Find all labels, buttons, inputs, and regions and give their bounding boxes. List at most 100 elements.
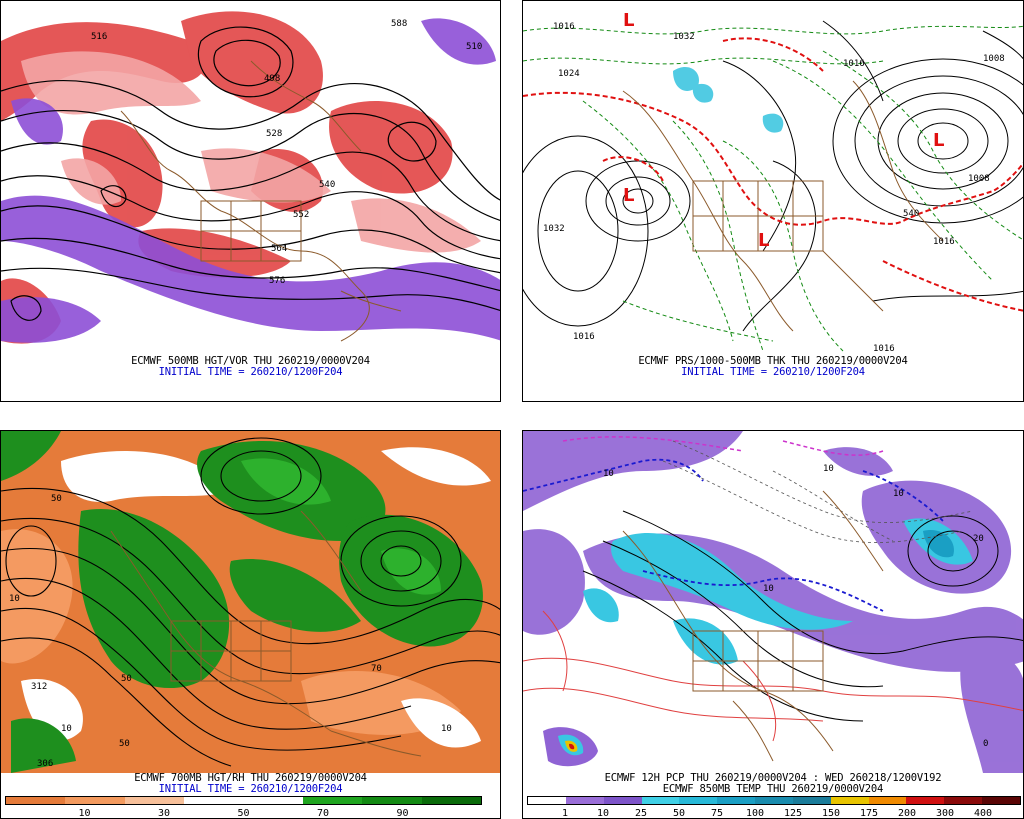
contour-label: 50 <box>51 494 62 504</box>
contour-label: 540 <box>319 180 335 190</box>
caption: ECMWF 700MB HGT/RH THU 260219/0000V204 I… <box>1 773 500 795</box>
colorbar-swatch <box>6 797 66 804</box>
contour-label: 1008 <box>968 174 990 184</box>
contour-label: 50 <box>121 674 132 684</box>
colorbar-label: 300 <box>935 808 955 819</box>
colorbar-swatch <box>868 797 907 804</box>
contour-label: 588 <box>391 19 407 29</box>
colorbar-swatch <box>944 797 983 804</box>
colorbar-label: 10 <box>596 808 610 819</box>
colorbar-swatch <box>362 797 422 804</box>
colorbar-swatch <box>641 797 680 804</box>
colorbar-swatch <box>302 797 363 804</box>
caption: ECMWF 12H PCP THU 260219/0000V204 : WED … <box>523 773 1023 795</box>
colorbar-label: 50 <box>672 808 686 819</box>
caption-initial-time: INITIAL TIME = 260210/1200F204 <box>158 366 343 378</box>
contour-label: 516 <box>91 32 107 42</box>
colorbar-label: 25 <box>634 808 648 819</box>
colorbar-label: 70 <box>316 808 330 819</box>
colorbar-swatch <box>528 797 566 804</box>
low-marker: L <box>623 185 634 206</box>
contour-label: 1024 <box>558 69 580 79</box>
colorbar-label: 10 <box>78 808 91 819</box>
contour-label: 564 <box>271 244 287 254</box>
caption: ECMWF PRS/1000-500MB THK THU 260219/0000… <box>523 356 1023 378</box>
contour-label: 10 <box>603 469 614 479</box>
colorbar-label: 1 <box>561 808 569 819</box>
contour-label: 1016 <box>843 59 865 69</box>
map-precip: 10 10 10 20 10 0 <box>523 431 1023 773</box>
contour-label: 1016 <box>873 344 895 354</box>
colorbar-label: 100 <box>745 808 765 819</box>
caption-product-line: ECMWF 700MB HGT/RH THU 260219/0000V204 <box>134 772 367 784</box>
caption-product-line: ECMWF PRS/1000-500MB THK THU 260219/0000… <box>638 355 908 367</box>
contour-label: 306 <box>37 759 53 769</box>
contour-label: 1016 <box>573 332 595 342</box>
colorbar-label: 90 <box>396 808 409 819</box>
colorbar-label: 200 <box>897 808 917 819</box>
contour-label: 70 <box>371 664 382 674</box>
panel-700mb-height-rh: 50 10 50 312 70 10 50 10 306 ECMWF 700MB… <box>0 430 501 819</box>
colorbar-label: 400 <box>973 808 993 819</box>
contour-label: 50 <box>119 739 130 749</box>
caption-initial-time: INITIAL TIME = 260210/1200F204 <box>681 366 865 378</box>
colorbar-swatch <box>243 797 303 804</box>
caption-product-line: ECMWF 500MB HGT/VOR THU 260219/0000V204 <box>131 355 370 367</box>
colorbar-swatch <box>830 797 869 804</box>
colorbar-swatch <box>755 797 793 804</box>
contour-label: 10 <box>893 489 904 499</box>
colorbar-swatch <box>421 797 481 804</box>
contour-label: 498 <box>264 74 280 84</box>
contour-label: 20 <box>973 534 984 544</box>
precip-colorbar-labels: 1 10 25 50 75 100 125 150 175 200 300 400 <box>527 808 1021 819</box>
map-700mb: 50 10 50 312 70 10 50 10 306 <box>1 431 500 773</box>
colorbar-label: 125 <box>783 808 803 819</box>
colorbar-swatch <box>717 797 756 804</box>
contour-label: 10 <box>823 464 834 474</box>
contour-label: 552 <box>293 210 309 220</box>
colorbar-swatch <box>65 797 125 804</box>
low-marker: L <box>933 130 944 151</box>
rh-colorbar-labels: 10 30 50 70 90 <box>5 808 482 819</box>
colorbar-swatch <box>184 797 244 804</box>
map-mslp: L L L L 1016 1032 1008 1024 1016 1032 10… <box>523 1 1023 356</box>
colorbar-swatch <box>124 797 185 804</box>
rh-colorbar <box>5 796 482 805</box>
contour-label: 1032 <box>673 32 695 42</box>
panel-mslp-thickness: L L L L 1016 1032 1008 1024 1016 1032 10… <box>522 0 1024 402</box>
caption: ECMWF 500MB HGT/VOR THU 260219/0000V204 … <box>1 356 500 378</box>
colorbar-swatch <box>603 797 642 804</box>
colorbar-swatch <box>792 797 831 804</box>
caption-initial-time: INITIAL TIME = 260210/1200F204 <box>158 783 343 795</box>
panel-500mb-height-vorticity: 516 528 540 552 564 576 588 498 510 ECMW… <box>0 0 501 402</box>
contour-label: 1016 <box>553 22 575 32</box>
caption-precip-line: ECMWF 12H PCP THU 260219/0000V204 : WED … <box>604 772 942 784</box>
contour-label: 10 <box>9 594 20 604</box>
colorbar-label: 150 <box>821 808 841 819</box>
contour-label: 10 <box>441 724 452 734</box>
colorbar-label: 50 <box>237 808 250 819</box>
contour-label: 1016 <box>933 237 955 247</box>
panel-precip-850mb-temp: 10 10 10 20 10 0 ECMWF 12H PCP THU 26021… <box>522 430 1024 819</box>
colorbar-label: 175 <box>859 808 879 819</box>
contour-label: 1032 <box>543 224 565 234</box>
colorbar-label: 30 <box>157 808 171 819</box>
contour-label: 540 <box>903 209 919 219</box>
colorbar-swatch <box>565 797 604 804</box>
colorbar-swatch <box>906 797 945 804</box>
contour-label: 528 <box>266 129 282 139</box>
contour-label: 1008 <box>983 54 1005 64</box>
contour-label: 510 <box>466 42 482 52</box>
colorbar-swatch <box>679 797 718 804</box>
contour-label: 10 <box>61 724 72 734</box>
low-marker: L <box>623 10 634 31</box>
contour-label: 10 <box>763 584 774 594</box>
low-marker: L <box>758 230 769 251</box>
precip-colorbar <box>527 796 1021 805</box>
contour-label: 0 <box>983 739 988 749</box>
contour-label: 576 <box>269 276 285 286</box>
contour-label: 312 <box>31 682 47 692</box>
colorbar-swatch <box>982 797 1020 804</box>
map-500mb: 516 528 540 552 564 576 588 498 510 <box>1 1 500 356</box>
colorbar-label: 75 <box>710 808 724 819</box>
